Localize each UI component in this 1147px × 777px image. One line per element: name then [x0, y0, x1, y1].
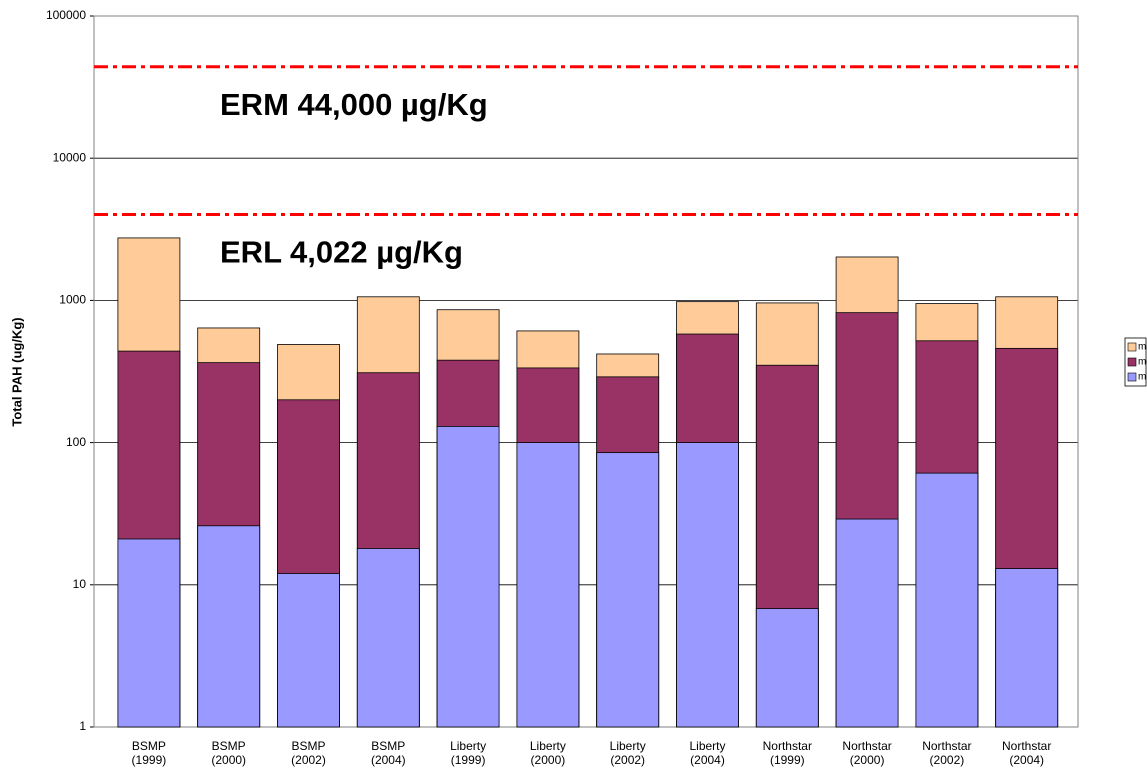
- legend-label: mean: [1138, 357, 1147, 368]
- x-tick-label: Northstar (1999): [762, 739, 812, 767]
- bar: [117, 538, 181, 728]
- bar: [755, 608, 819, 728]
- legend-label: max: [1138, 342, 1147, 353]
- y-tick-label: 10000: [53, 150, 87, 164]
- x-tick-label: BSMP (2000): [211, 739, 247, 767]
- bar: [356, 548, 420, 728]
- y-tick-label: 100: [66, 435, 86, 449]
- plot-area: [93, 15, 1079, 728]
- x-tick-label: BSMP (2004): [370, 739, 406, 767]
- y-tick-label: 1: [79, 719, 86, 733]
- y-tick-label: 10: [73, 577, 87, 591]
- bar: [676, 442, 739, 728]
- bar: [516, 442, 580, 728]
- legend-swatch: [1127, 357, 1137, 367]
- reference-label: ERM 44,000 µg/Kg: [220, 87, 488, 122]
- y-axis-label: Total PAH (ug/Kg): [9, 317, 24, 426]
- x-tick-label: BSMP (1999): [131, 739, 167, 767]
- bar: [596, 452, 660, 728]
- y-tick-label: 1000: [59, 293, 86, 307]
- x-tick-label: BSMP (2002): [291, 739, 326, 767]
- x-tick-label: Northstar (2000): [842, 739, 892, 767]
- x-tick-label: Northstar (2002): [922, 739, 972, 767]
- legend-label: min: [1138, 372, 1147, 383]
- bar: [436, 425, 500, 728]
- x-tick-label: Liberty (1999): [450, 739, 487, 767]
- legend-swatch: [1127, 372, 1137, 382]
- y-tick-label: 100000: [46, 8, 86, 22]
- legend-swatch: [1127, 342, 1137, 352]
- x-tick-label: Liberty (2004): [689, 739, 726, 767]
- x-tick-label: Liberty (2000): [529, 739, 566, 767]
- bar: [995, 568, 1059, 728]
- bar: [197, 525, 261, 728]
- x-tick-label: Northstar (2004): [1002, 739, 1052, 767]
- bar: [277, 573, 340, 728]
- bar: [915, 472, 979, 728]
- reference-label: ERL 4,022 µg/Kg: [220, 235, 463, 270]
- x-tick-label: Liberty (2002): [609, 739, 646, 767]
- bar: [835, 518, 899, 728]
